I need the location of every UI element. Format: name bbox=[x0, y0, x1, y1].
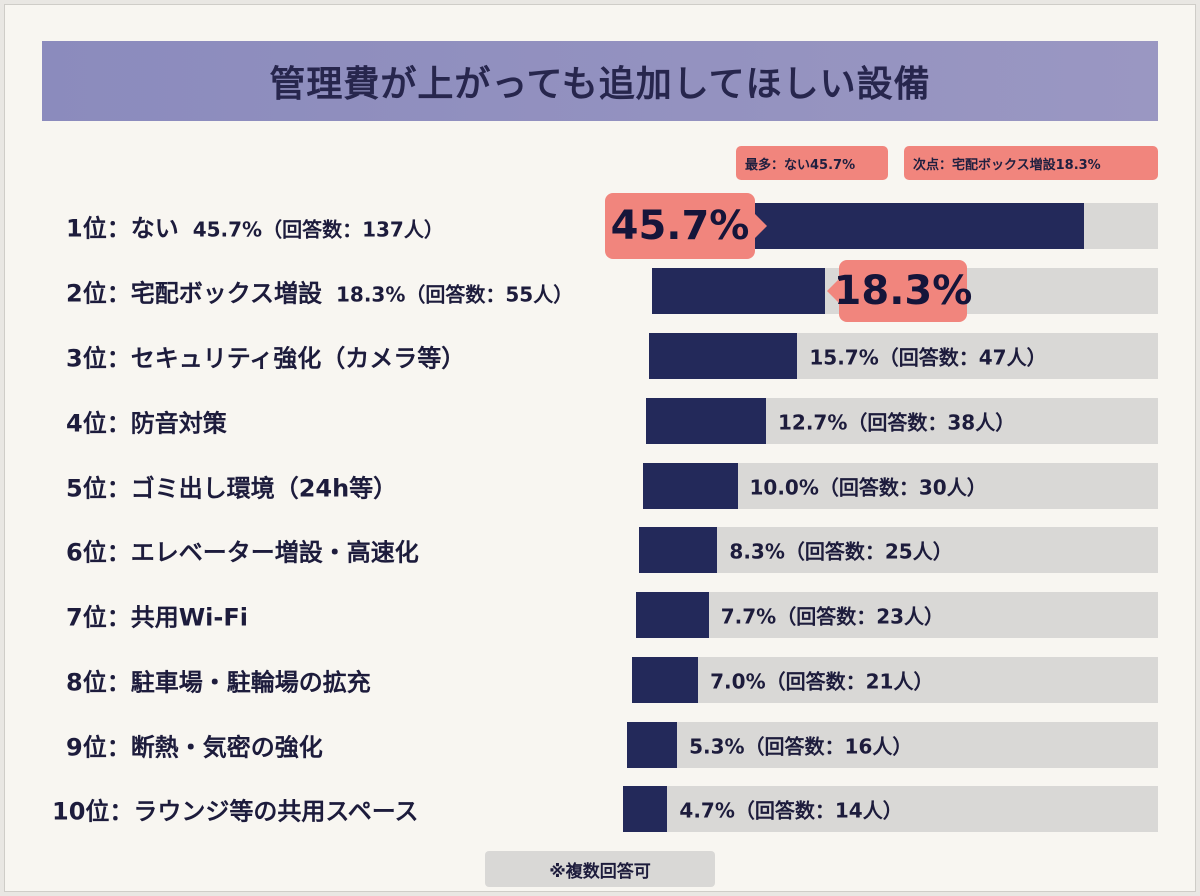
category-label: 9位：断熱・気密の強化 bbox=[66, 733, 323, 762]
value-label: 18.3%（回答数：55人） bbox=[335, 282, 574, 307]
title-band: 管理費が上がっても追加してほしい設備 bbox=[42, 41, 1158, 121]
value-label: 4.7%（回答数：14人） bbox=[679, 798, 903, 823]
value-label: 12.7%（回答数：38人） bbox=[778, 410, 1016, 435]
bar bbox=[632, 657, 699, 703]
second-answer-tag: 次点：宅配ボックス増設18.3% bbox=[904, 146, 1158, 180]
value-label: 7.7%（回答数：23人） bbox=[720, 604, 945, 629]
bar bbox=[636, 592, 709, 638]
bar bbox=[652, 268, 825, 314]
bar bbox=[646, 398, 766, 444]
row-label: 10位：ラウンジ等の共用スペース bbox=[52, 792, 419, 827]
bar-track bbox=[632, 657, 1158, 703]
row-label: 1位：ない 45.7%（回答数：137人） bbox=[66, 209, 444, 244]
value-label: 10.0%（回答数：30人） bbox=[749, 475, 987, 500]
bar bbox=[623, 786, 668, 832]
row-label: 4位：防音対策 bbox=[66, 404, 227, 439]
chart-title: 管理費が上がっても追加してほしい設備 bbox=[269, 64, 931, 105]
category-label: 1位：ない bbox=[66, 214, 179, 243]
multiple-answers-note: ※複数回答可 bbox=[485, 851, 715, 887]
bar bbox=[643, 463, 738, 509]
category-label: 10位：ラウンジ等の共用スペース bbox=[52, 797, 419, 826]
bar-track bbox=[636, 592, 1158, 638]
bar bbox=[639, 527, 718, 573]
category-label: 2位：宅配ボックス増設 bbox=[66, 279, 322, 308]
value-callout: 18.3% bbox=[826, 260, 972, 322]
row-label: 6位：エレベーター増設・高速化 bbox=[66, 533, 419, 568]
category-label: 6位：エレベーター増設・高速化 bbox=[66, 538, 419, 567]
top-answer-tag: 最多：ない45.7% bbox=[736, 146, 888, 180]
category-label: 4位：防音対策 bbox=[66, 409, 227, 438]
bar bbox=[627, 722, 678, 768]
category-label: 5位：ゴミ出し環境（24h等） bbox=[66, 474, 398, 503]
bar-track bbox=[627, 722, 1158, 768]
bar-track bbox=[623, 786, 1158, 832]
value-callout: 45.7% bbox=[605, 193, 767, 259]
row-label: 9位：断熱・気密の強化 bbox=[66, 728, 323, 763]
row-label: 2位：宅配ボックス増設 18.3%（回答数：55人） bbox=[66, 274, 573, 309]
bar-track bbox=[639, 527, 1158, 573]
row-label: 7位：共用Wi-Fi bbox=[66, 598, 248, 633]
category-label: 7位：共用Wi-Fi bbox=[66, 603, 248, 632]
row-label: 8位：駐車場・駐輪場の拡充 bbox=[66, 663, 371, 698]
value-label: 5.3%（回答数：16人） bbox=[689, 734, 913, 759]
category-label: 8位：駐車場・駐輪場の拡充 bbox=[66, 668, 371, 697]
row-label: 5位：ゴミ出し環境（24h等） bbox=[66, 469, 397, 504]
value-label: 15.7%（回答数：47人） bbox=[809, 345, 1047, 370]
value-label: 45.7%（回答数：137人） bbox=[192, 217, 444, 242]
category-label: 3位：セキュリティ強化（カメラ等） bbox=[66, 344, 466, 373]
row-label: 3位：セキュリティ強化（カメラ等） bbox=[66, 339, 465, 374]
value-label: 7.0%（回答数：21人） bbox=[710, 669, 934, 694]
bar bbox=[649, 333, 798, 379]
value-label: 8.3%（回答数：25人） bbox=[729, 539, 953, 564]
